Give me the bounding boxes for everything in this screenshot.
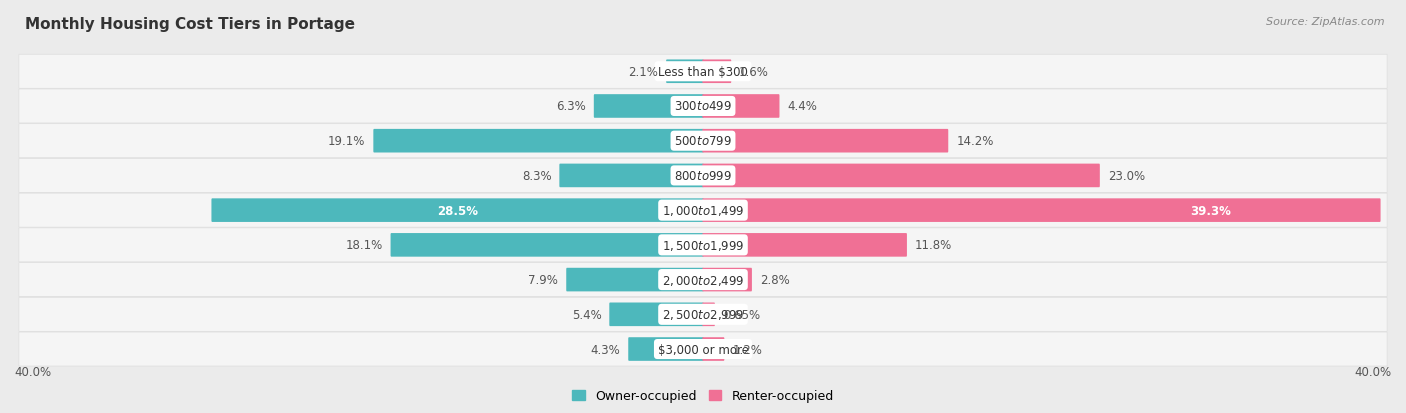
FancyBboxPatch shape bbox=[18, 228, 1388, 262]
FancyBboxPatch shape bbox=[18, 124, 1388, 158]
FancyBboxPatch shape bbox=[703, 233, 907, 257]
FancyBboxPatch shape bbox=[703, 95, 779, 119]
Text: 1.6%: 1.6% bbox=[740, 66, 769, 78]
Text: 40.0%: 40.0% bbox=[1355, 365, 1392, 378]
FancyBboxPatch shape bbox=[18, 332, 1388, 366]
Text: Source: ZipAtlas.com: Source: ZipAtlas.com bbox=[1267, 17, 1385, 26]
Legend: Owner-occupied, Renter-occupied: Owner-occupied, Renter-occupied bbox=[568, 385, 838, 407]
Text: 23.0%: 23.0% bbox=[1108, 169, 1144, 183]
Text: $2,000 to $2,499: $2,000 to $2,499 bbox=[662, 273, 744, 287]
Text: $1,500 to $1,999: $1,500 to $1,999 bbox=[662, 238, 744, 252]
Text: 28.5%: 28.5% bbox=[437, 204, 478, 217]
Text: 5.4%: 5.4% bbox=[572, 308, 602, 321]
FancyBboxPatch shape bbox=[374, 130, 703, 153]
Text: Less than $300: Less than $300 bbox=[658, 66, 748, 78]
Text: 4.3%: 4.3% bbox=[591, 343, 620, 356]
Text: Monthly Housing Cost Tiers in Portage: Monthly Housing Cost Tiers in Portage bbox=[25, 17, 356, 31]
FancyBboxPatch shape bbox=[18, 298, 1388, 332]
Text: 6.3%: 6.3% bbox=[557, 100, 586, 113]
Text: 7.9%: 7.9% bbox=[529, 273, 558, 286]
FancyBboxPatch shape bbox=[567, 268, 703, 292]
FancyBboxPatch shape bbox=[18, 90, 1388, 123]
Text: 19.1%: 19.1% bbox=[328, 135, 366, 148]
Text: 0.65%: 0.65% bbox=[723, 308, 759, 321]
FancyBboxPatch shape bbox=[703, 130, 948, 153]
FancyBboxPatch shape bbox=[593, 95, 703, 119]
Text: 4.4%: 4.4% bbox=[787, 100, 817, 113]
Text: 1.2%: 1.2% bbox=[733, 343, 762, 356]
FancyBboxPatch shape bbox=[703, 164, 1099, 188]
FancyBboxPatch shape bbox=[703, 268, 752, 292]
Text: $3,000 or more: $3,000 or more bbox=[658, 343, 748, 356]
Text: 2.1%: 2.1% bbox=[628, 66, 658, 78]
Text: $500 to $799: $500 to $799 bbox=[673, 135, 733, 148]
Text: 8.3%: 8.3% bbox=[522, 169, 551, 183]
FancyBboxPatch shape bbox=[703, 337, 724, 361]
Text: 40.0%: 40.0% bbox=[14, 365, 51, 378]
Text: 39.3%: 39.3% bbox=[1191, 204, 1232, 217]
FancyBboxPatch shape bbox=[18, 263, 1388, 297]
FancyBboxPatch shape bbox=[391, 233, 703, 257]
Text: $1,000 to $1,499: $1,000 to $1,499 bbox=[662, 204, 744, 218]
FancyBboxPatch shape bbox=[703, 199, 1381, 223]
FancyBboxPatch shape bbox=[666, 60, 703, 84]
FancyBboxPatch shape bbox=[211, 199, 703, 223]
FancyBboxPatch shape bbox=[609, 303, 703, 326]
Text: $800 to $999: $800 to $999 bbox=[673, 169, 733, 183]
FancyBboxPatch shape bbox=[703, 303, 714, 326]
FancyBboxPatch shape bbox=[18, 55, 1388, 89]
Text: 2.8%: 2.8% bbox=[759, 273, 790, 286]
Text: $300 to $499: $300 to $499 bbox=[673, 100, 733, 113]
Text: 14.2%: 14.2% bbox=[956, 135, 994, 148]
FancyBboxPatch shape bbox=[18, 159, 1388, 193]
FancyBboxPatch shape bbox=[18, 194, 1388, 228]
Text: $2,500 to $2,999: $2,500 to $2,999 bbox=[662, 308, 744, 322]
FancyBboxPatch shape bbox=[628, 337, 703, 361]
FancyBboxPatch shape bbox=[560, 164, 703, 188]
FancyBboxPatch shape bbox=[703, 60, 731, 84]
Text: 18.1%: 18.1% bbox=[346, 239, 382, 252]
Text: 11.8%: 11.8% bbox=[915, 239, 952, 252]
